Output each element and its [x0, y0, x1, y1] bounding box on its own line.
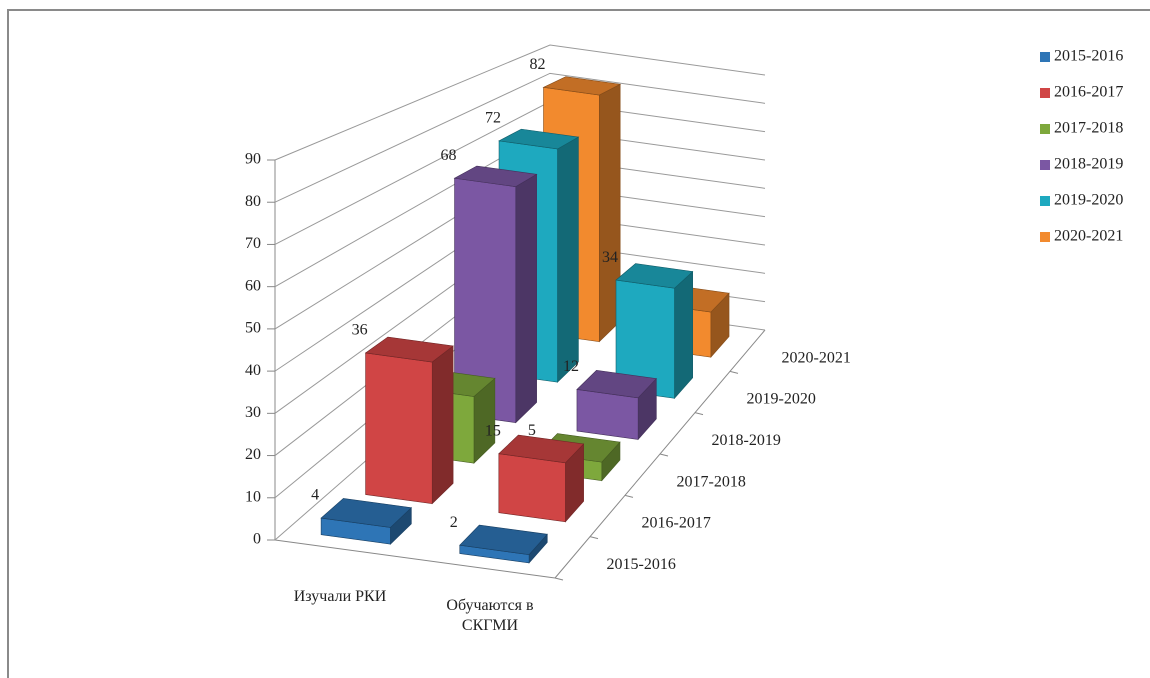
bar-front [498, 453, 566, 523]
value-label: 72 [485, 110, 501, 127]
legend-label: 2017-2018 [1054, 120, 1123, 137]
depth-tick [694, 412, 704, 416]
legend-label: 2016-2017 [1054, 84, 1123, 101]
depth-label: 2015-2016 [607, 556, 676, 573]
legend-label: 2015-2016 [1054, 48, 1123, 65]
bar-side [557, 136, 579, 383]
y-tick-label: 20 [245, 446, 261, 463]
value-label: 12 [563, 358, 579, 375]
legend-swatch [1040, 160, 1050, 170]
value-label: 68 [441, 147, 457, 164]
bar-top [459, 524, 548, 555]
legend-swatch [1040, 88, 1050, 98]
y-tick-label: 10 [245, 488, 261, 505]
depth-label: 2017-2018 [677, 473, 746, 490]
y-tick-label: 30 [245, 404, 261, 421]
bar [498, 434, 585, 523]
y-tick-label: 50 [245, 320, 261, 337]
bar [615, 263, 694, 400]
depth-label: 2019-2020 [747, 391, 816, 408]
bar-top [364, 336, 454, 363]
chart-border [7, 9, 1150, 678]
value-label: 34 [602, 249, 618, 266]
y-tick-label: 0 [253, 531, 261, 548]
bar [459, 524, 548, 564]
bar-top [615, 263, 694, 289]
depth-label: 2016-2017 [642, 515, 711, 532]
depth-tick [554, 577, 564, 581]
legend-swatch [1040, 52, 1050, 62]
legend-swatch [1040, 232, 1050, 242]
value-label: 4 [311, 487, 319, 504]
depth-tick [624, 494, 634, 498]
x-tick-label: Изучали РКИ [293, 587, 387, 605]
bar-top [576, 370, 657, 399]
legend-swatch [1040, 124, 1050, 134]
x-tick-label: Обучаются в СКГМИ [446, 596, 534, 634]
depth-label: 2020-2021 [782, 349, 851, 366]
depth-label: 2018-2019 [712, 432, 781, 449]
depth-tick [589, 536, 599, 540]
y-tick-label: 60 [245, 277, 261, 294]
value-label: 82 [530, 56, 546, 73]
legend-swatch [1040, 196, 1050, 206]
bar [320, 498, 412, 545]
legend-label: 2020-2021 [1054, 228, 1123, 245]
bar-front [576, 389, 639, 440]
bar-top [542, 76, 622, 96]
legend-label: 2018-2019 [1054, 156, 1123, 173]
value-label: 2 [450, 514, 458, 531]
legend-label: 2019-2020 [1054, 192, 1123, 209]
bar-top [498, 434, 585, 464]
value-label: 5 [528, 422, 536, 439]
depth-tick [729, 370, 739, 374]
bar [453, 165, 538, 424]
bar-side [674, 270, 693, 400]
y-tick-label: 70 [245, 235, 261, 252]
bar-top [498, 128, 580, 150]
bar-top [453, 165, 538, 187]
value-label: 36 [352, 322, 368, 339]
y-tick-label: 80 [245, 193, 261, 210]
grid-line [274, 44, 766, 161]
y-tick-label: 90 [245, 151, 261, 168]
bar [364, 336, 454, 505]
bar [576, 370, 657, 441]
depth-tick [659, 453, 669, 457]
bar-side [431, 345, 454, 505]
bar-front [365, 352, 433, 504]
bar-side [515, 173, 537, 424]
bar-top [320, 498, 412, 528]
grid-line [274, 72, 766, 203]
axis-line [274, 539, 556, 579]
y-tick-label: 40 [245, 362, 261, 379]
value-label: 15 [485, 422, 501, 439]
